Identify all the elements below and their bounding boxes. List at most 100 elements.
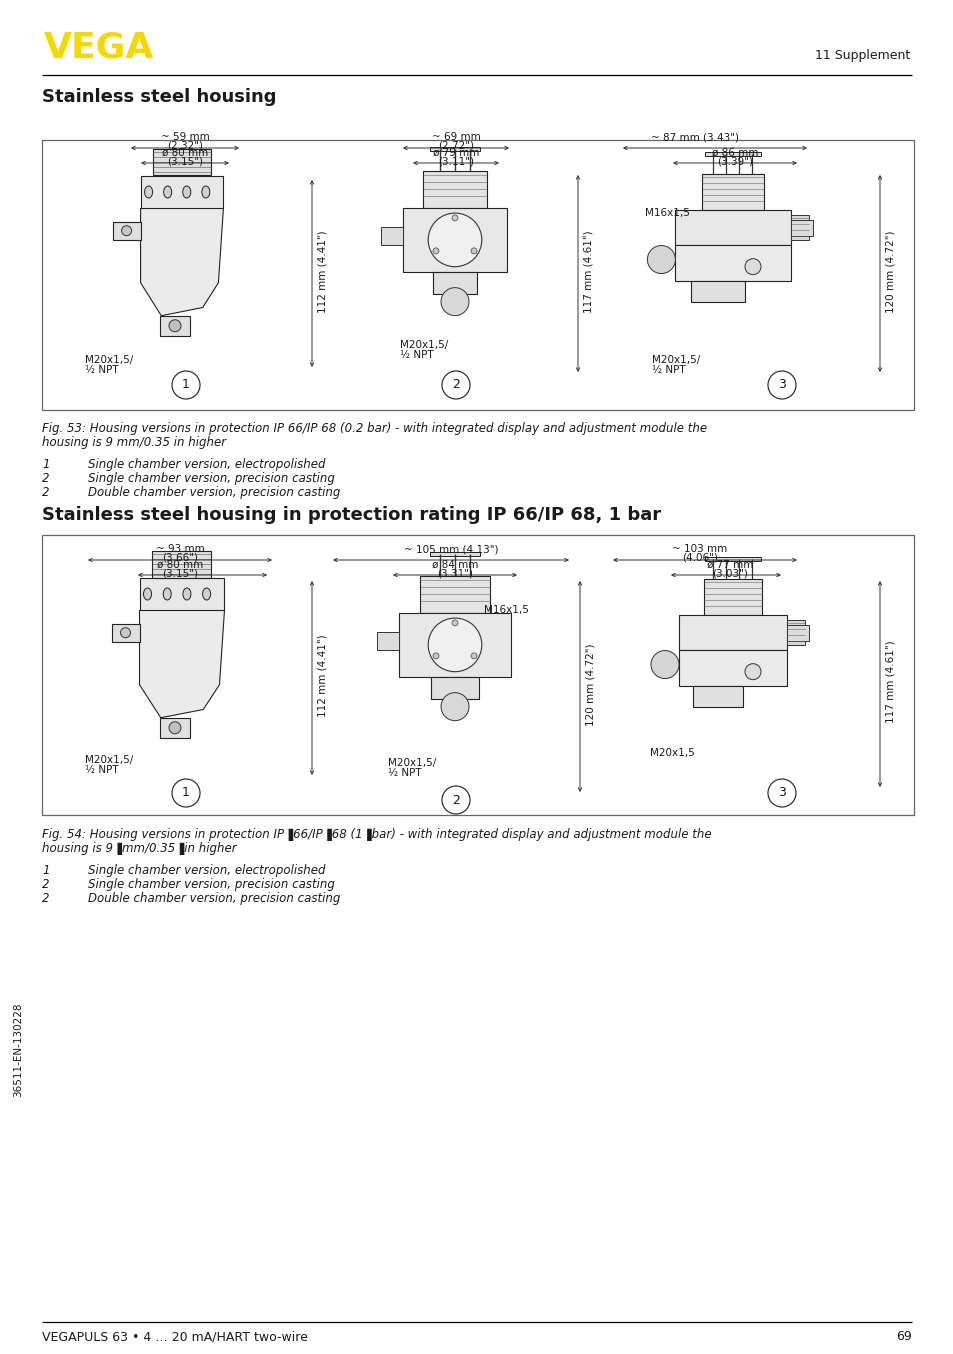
- Text: ½ NPT: ½ NPT: [85, 366, 118, 375]
- Bar: [152, 551, 212, 578]
- Text: 117 mm (4.61"): 117 mm (4.61"): [885, 640, 895, 723]
- Ellipse shape: [183, 588, 191, 600]
- Bar: [42, 139, 913, 410]
- Circle shape: [433, 653, 438, 659]
- Text: M16x1,5: M16x1,5: [644, 209, 689, 218]
- Bar: [430, 148, 479, 152]
- Circle shape: [433, 248, 438, 253]
- Text: Double chamber version, precision casting: Double chamber version, precision castin…: [88, 892, 340, 904]
- Bar: [430, 552, 479, 556]
- Text: Fig. 54: Housing versions in protection IP▐66/IP▐68 (1▐bar) - with integrated di: Fig. 54: Housing versions in protection …: [42, 829, 711, 841]
- Circle shape: [440, 693, 469, 720]
- Bar: [153, 149, 211, 176]
- Text: M20x1,5/: M20x1,5/: [399, 340, 448, 349]
- Ellipse shape: [145, 185, 152, 198]
- Text: (3.15"): (3.15"): [162, 567, 198, 578]
- Ellipse shape: [183, 185, 191, 198]
- Ellipse shape: [120, 628, 131, 638]
- Text: 2: 2: [452, 379, 459, 391]
- Bar: [704, 556, 760, 561]
- Bar: [140, 176, 223, 209]
- Text: (2.32"): (2.32"): [167, 139, 203, 150]
- Ellipse shape: [202, 588, 211, 600]
- Text: Double chamber version, precision casting: Double chamber version, precision castin…: [88, 486, 340, 500]
- Text: 112 mm (4.41"): 112 mm (4.41"): [317, 635, 328, 718]
- Text: (3.66"): (3.66"): [162, 552, 198, 562]
- Ellipse shape: [169, 320, 181, 332]
- Circle shape: [647, 245, 675, 274]
- Text: ~ 59 mm: ~ 59 mm: [160, 131, 209, 142]
- Text: housing is 9▐mm/0.35▐in higher: housing is 9▐mm/0.35▐in higher: [42, 842, 236, 854]
- Text: Single chamber version, precision casting: Single chamber version, precision castin…: [88, 473, 335, 485]
- Text: M20x1,5/: M20x1,5/: [85, 756, 133, 765]
- Text: (2.72"): (2.72"): [437, 139, 474, 150]
- Bar: [398, 613, 511, 677]
- Text: M20x1,5/: M20x1,5/: [85, 355, 133, 366]
- Bar: [112, 222, 140, 240]
- Text: 2: 2: [42, 486, 50, 500]
- Bar: [112, 624, 139, 642]
- Text: ø 80 mm: ø 80 mm: [156, 561, 203, 570]
- Text: 120 mm (4.72"): 120 mm (4.72"): [585, 643, 596, 726]
- Bar: [692, 686, 742, 707]
- Circle shape: [767, 779, 795, 807]
- Text: 36511-EN-130228: 36511-EN-130228: [13, 1003, 23, 1097]
- Text: ø 77 mm: ø 77 mm: [706, 561, 753, 570]
- Text: 2: 2: [42, 877, 50, 891]
- Polygon shape: [140, 209, 223, 315]
- Circle shape: [767, 371, 795, 399]
- Text: VEGAPULS 63 • 4 … 20 mA/HART two-wire: VEGAPULS 63 • 4 … 20 mA/HART two-wire: [42, 1330, 308, 1343]
- Text: (3.11"): (3.11"): [437, 156, 474, 167]
- Text: 69: 69: [895, 1330, 911, 1343]
- Bar: [160, 718, 190, 738]
- Bar: [790, 221, 812, 237]
- Text: M20x1,5: M20x1,5: [649, 747, 694, 758]
- Bar: [690, 280, 744, 302]
- Text: ø 80 mm: ø 80 mm: [162, 148, 208, 158]
- Text: 1: 1: [182, 379, 190, 391]
- Ellipse shape: [202, 185, 210, 198]
- Text: ø 84 mm: ø 84 mm: [432, 561, 477, 570]
- Bar: [403, 209, 506, 272]
- Text: 2: 2: [452, 793, 459, 807]
- Text: Stainless steel housing in protection rating IP 66/IP 68, 1 bar: Stainless steel housing in protection ra…: [42, 506, 660, 524]
- Bar: [422, 171, 487, 209]
- Text: ~ 87 mm (3.43"): ~ 87 mm (3.43"): [650, 131, 739, 142]
- Text: M20x1,5/: M20x1,5/: [651, 355, 700, 366]
- Bar: [786, 626, 808, 642]
- Bar: [703, 580, 761, 615]
- Ellipse shape: [169, 722, 181, 734]
- Text: 11 Supplement: 11 Supplement: [814, 49, 909, 62]
- Text: Single chamber version, electropolished: Single chamber version, electropolished: [88, 458, 325, 471]
- Text: ½ NPT: ½ NPT: [85, 765, 118, 774]
- Text: ø 79 mm: ø 79 mm: [433, 148, 478, 158]
- Bar: [42, 535, 913, 815]
- Text: ½ NPT: ½ NPT: [651, 366, 685, 375]
- Bar: [679, 650, 786, 686]
- Text: M20x1,5/: M20x1,5/: [388, 758, 436, 768]
- Ellipse shape: [143, 588, 152, 600]
- Circle shape: [452, 620, 457, 626]
- Text: 1: 1: [182, 787, 190, 799]
- Text: (3.31"): (3.31"): [436, 567, 473, 578]
- Circle shape: [440, 287, 469, 315]
- Text: Single chamber version, precision casting: Single chamber version, precision castin…: [88, 877, 335, 891]
- Text: ~ 93 mm: ~ 93 mm: [155, 544, 204, 554]
- Circle shape: [172, 371, 200, 399]
- Text: 120 mm (4.72"): 120 mm (4.72"): [885, 230, 895, 313]
- Text: Single chamber version, electropolished: Single chamber version, electropolished: [88, 864, 325, 877]
- Polygon shape: [139, 611, 224, 718]
- Circle shape: [452, 215, 457, 221]
- Text: 3: 3: [778, 379, 785, 391]
- Bar: [432, 272, 476, 294]
- Bar: [380, 227, 403, 245]
- Bar: [675, 245, 790, 280]
- Bar: [704, 152, 760, 156]
- Text: VEGA: VEGA: [44, 30, 154, 64]
- Circle shape: [471, 248, 476, 253]
- Circle shape: [428, 617, 481, 672]
- Ellipse shape: [164, 185, 172, 198]
- Circle shape: [428, 213, 481, 267]
- Bar: [701, 175, 763, 210]
- Text: 112 mm (4.41"): 112 mm (4.41"): [317, 230, 328, 313]
